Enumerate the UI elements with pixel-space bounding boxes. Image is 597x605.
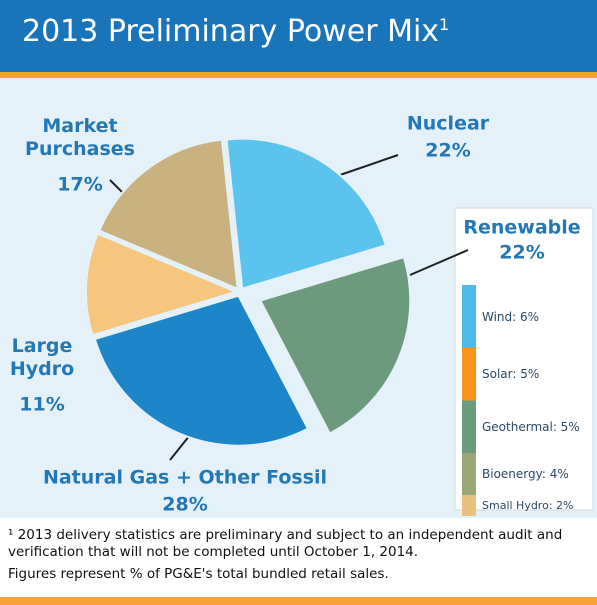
title-border <box>0 72 597 78</box>
pie-slice <box>93 294 310 447</box>
slice-label: Nuclear <box>406 112 490 135</box>
chart-title: 2013 Preliminary Power Mix1 <box>22 14 449 49</box>
renewable-label: Solar: 5% <box>482 367 540 382</box>
slice-label: Large Hydro <box>9 335 75 380</box>
bottom-border <box>0 597 597 605</box>
renewable-segment <box>462 453 476 495</box>
renewable-segment <box>462 400 476 453</box>
slice-value-label: 22% <box>425 139 471 162</box>
pie-slice <box>258 255 412 435</box>
renewable-segment <box>462 285 476 348</box>
renewable-segment <box>462 495 476 516</box>
slice-label: Market Purchases <box>25 115 135 160</box>
pie-slice <box>98 138 239 291</box>
renewable-box <box>454 207 594 511</box>
renewable-segment <box>462 348 476 401</box>
renewable-label: Bioenergy: 4% <box>482 467 569 481</box>
pie-slice <box>85 232 239 337</box>
pie-slice <box>225 137 388 290</box>
slice-value-label: 28% <box>162 493 208 516</box>
slice-label: Renewable <box>463 216 581 239</box>
footnote: Figures represent % of PG&E's total bund… <box>8 566 389 582</box>
renewable-label: Wind: 6% <box>482 309 540 324</box>
slice-value-label: 11% <box>19 393 65 416</box>
title-text: 2013 Preliminary Power Mix <box>22 14 440 49</box>
slice-label: Natural Gas + Other Fossil <box>42 466 328 489</box>
slice-value-label: 22% <box>499 241 545 264</box>
footnote: ¹ 2013 delivery statistics are prelimina… <box>8 527 563 560</box>
slice-value-label: 17% <box>57 173 103 196</box>
renewable-label: Geothermal: 5% <box>482 419 580 434</box>
title-marker: 1 <box>439 15 450 34</box>
title-bar <box>0 0 597 78</box>
renewable-label: Small Hydro: 2% <box>482 498 574 512</box>
